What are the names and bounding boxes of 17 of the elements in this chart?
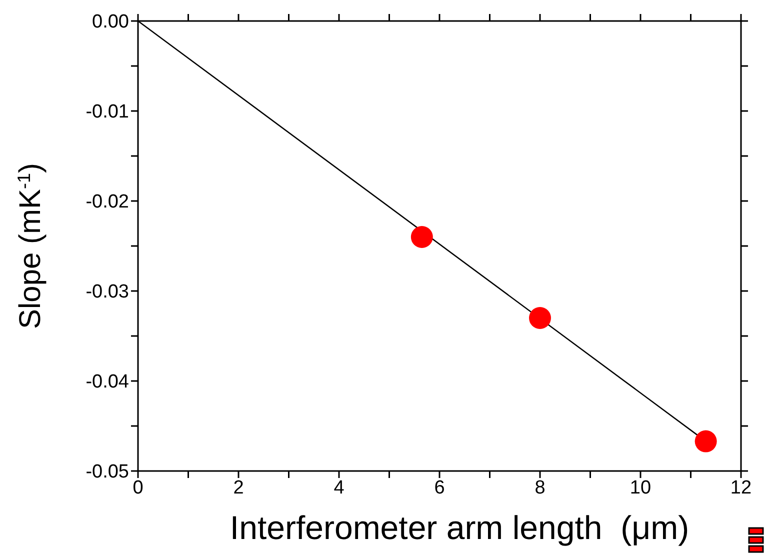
x-tick-label: 6 [434,477,445,498]
x-tick-label: 12 [730,477,752,498]
y-tick-label: -0.02 [86,192,129,213]
x-tick-label: 4 [334,477,345,498]
point [529,307,551,329]
x-tick-label: 10 [630,477,652,498]
y-tick-label: -0.01 [86,102,129,123]
y-tick-label: -0.04 [86,372,130,393]
y-tick-label: 0.00 [92,12,129,33]
x-tick-label: 0 [132,477,144,498]
x-tick-label: 8 [534,477,546,498]
y-tick-label: -0.03 [86,282,129,303]
x-tick-label: 2 [233,477,244,498]
point [410,226,433,248]
x-axis-title: Interferometer arm length (μm) [230,509,690,546]
point [694,430,717,452]
y-tick-label: -0.05 [86,462,129,483]
